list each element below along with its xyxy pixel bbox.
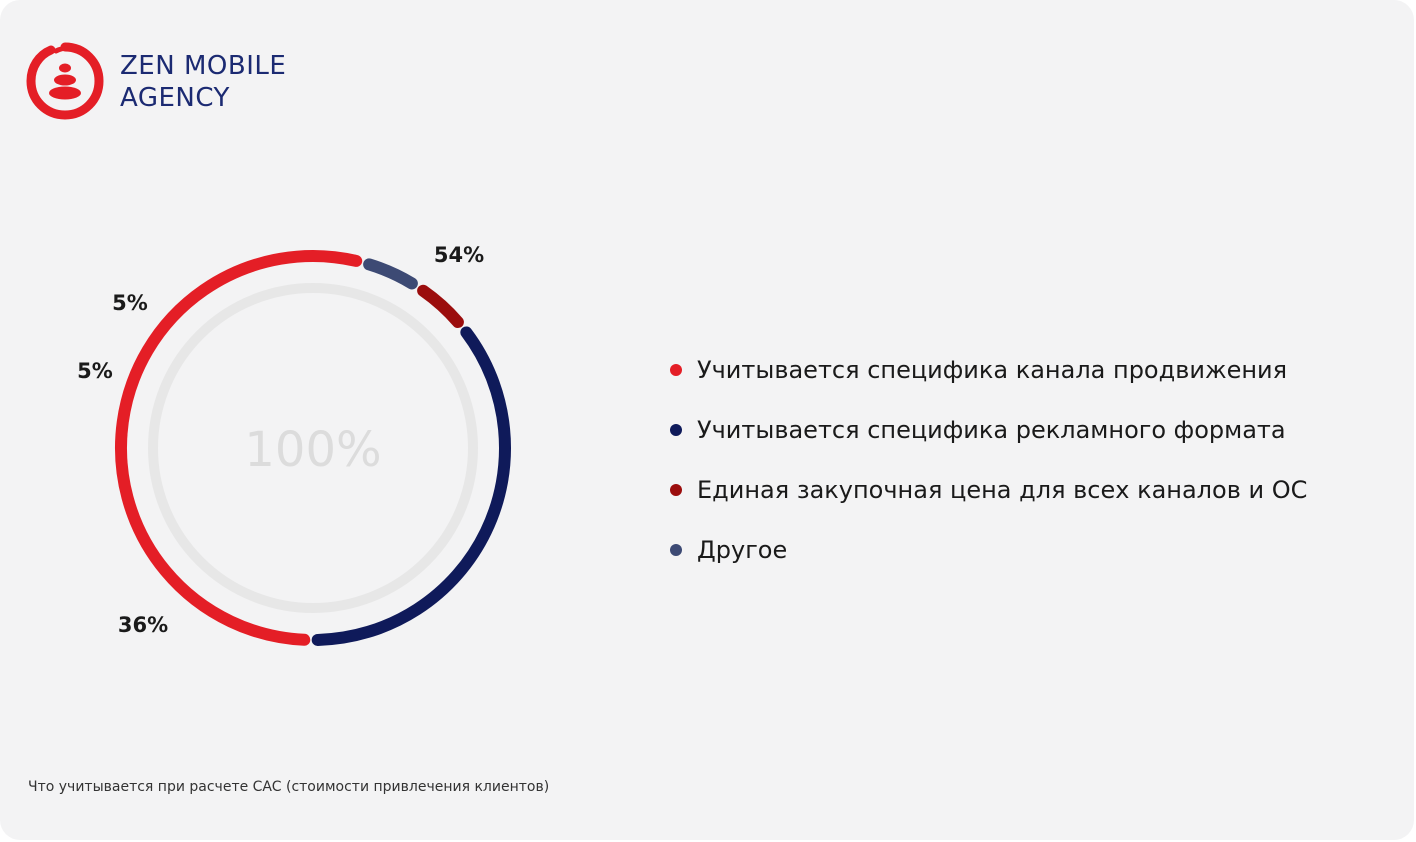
legend-marker-4: [670, 544, 682, 556]
donut-value-labels: 54% 36% 5% 5%: [77, 243, 484, 637]
legend-marker-2: [670, 424, 682, 436]
chart-caption: Что учитывается при расчете CAC (стоимос…: [28, 779, 550, 795]
legend-label: Учитывается специфика рекламного формата: [697, 416, 1286, 444]
zen-logo-icon: [26, 42, 104, 120]
legend-item: Учитывается специфика канала продвижения: [668, 340, 1408, 400]
inner-track-ring: [148, 283, 478, 613]
brand-name-line2: AGENCY: [120, 83, 230, 113]
value-label-segment-3: 5%: [77, 359, 113, 383]
donut-segment-2: [311, 326, 511, 646]
value-label-segment-4: 5%: [112, 291, 148, 315]
legend-label: Другое: [697, 536, 788, 564]
legend-item: Единая закупочная цена для всех каналов …: [668, 460, 1408, 520]
legend-label: Учитывается специфика канала продвижения: [697, 356, 1288, 384]
legend-marker-1: [670, 364, 682, 376]
center-total-label: 100%: [244, 422, 381, 478]
donut-segments: [115, 250, 511, 646]
brand-name: ZEN MOBILE AGENCY: [120, 50, 286, 114]
brand-name-line1: ZEN MOBILE: [120, 51, 287, 81]
donut-segment-4: [363, 258, 418, 290]
legend-item: Учитывается специфика рекламного формата: [668, 400, 1408, 460]
donut-segment-1: [115, 250, 363, 646]
value-label-segment-1: 54%: [434, 243, 484, 267]
legend-label: Единая закупочная цена для всех каналов …: [697, 476, 1308, 504]
donut-segment-3: [417, 284, 464, 329]
chart-legend: Учитывается специфика канала продвижения…: [668, 340, 1408, 580]
legend-item: Другое: [668, 520, 1408, 580]
legend-marker-3: [670, 484, 682, 496]
brand-logo[interactable]: ZEN MOBILE AGENCY: [26, 42, 326, 122]
value-label-segment-2: 36%: [118, 613, 168, 637]
